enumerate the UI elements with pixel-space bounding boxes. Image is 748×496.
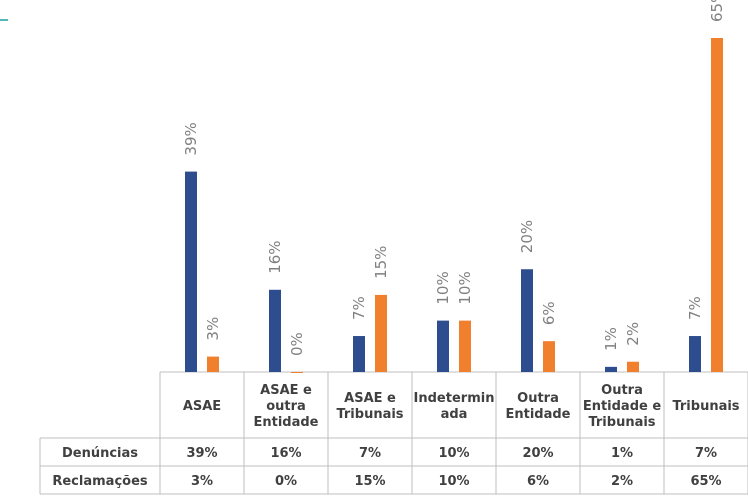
table-cell: 65% bbox=[690, 474, 721, 489]
table-cell: 7% bbox=[695, 446, 717, 461]
value-labels: 39%3%16%0%7%15%10% 10%20%6%1% 2%7%65% bbox=[182, 0, 726, 356]
series-name: Reclamações bbox=[52, 474, 148, 489]
bar-reclamacoes bbox=[711, 38, 723, 372]
value-label: 10% bbox=[456, 271, 474, 304]
value-label: 6% bbox=[540, 301, 558, 325]
bar-denuncias bbox=[437, 320, 449, 372]
category-label: Outra Entidade bbox=[505, 391, 570, 422]
value-label: 2% bbox=[624, 322, 642, 346]
category-label-line: Tribunais bbox=[672, 399, 739, 414]
bars bbox=[185, 38, 723, 373]
category-label: Outra Entidade e Tribunais bbox=[583, 383, 662, 430]
category-label-line: Tribunais bbox=[336, 407, 403, 422]
bar-reclamacoes bbox=[375, 294, 387, 372]
category-label-line: ada bbox=[441, 407, 468, 422]
table-cell: 6% bbox=[527, 474, 549, 489]
table-cell: 16% bbox=[270, 446, 301, 461]
category-label-line: Entidade e bbox=[583, 399, 662, 414]
category-label-line: Tribunais bbox=[588, 415, 655, 430]
value-label: 3% bbox=[204, 317, 222, 341]
value-label: 0% bbox=[288, 332, 306, 356]
bar-reclamacoes bbox=[543, 341, 555, 372]
table-cell: 0% bbox=[275, 474, 297, 489]
table-cell: 39% bbox=[186, 446, 217, 461]
category-label-line: Indetermin bbox=[414, 391, 495, 406]
table-cell: 15% bbox=[354, 474, 385, 489]
table-cell: 20% bbox=[522, 446, 553, 461]
data-table-grid bbox=[39, 371, 748, 495]
bar-denuncias bbox=[269, 289, 281, 372]
table-cell: 2% bbox=[611, 474, 633, 489]
value-label: 10% bbox=[434, 271, 452, 304]
value-label: 16% bbox=[266, 240, 284, 273]
category-label: ASAE e outra Entidade bbox=[253, 383, 318, 430]
table-cell: 3% bbox=[191, 474, 213, 489]
table-cell: 10% bbox=[438, 474, 469, 489]
table-cell: 10% bbox=[438, 446, 469, 461]
category-label-line: Outra bbox=[517, 391, 559, 406]
value-label: 7% bbox=[350, 296, 368, 320]
category-label: Indetermin ada bbox=[414, 391, 495, 422]
category-label-line: ASAE e bbox=[260, 383, 312, 398]
category-label-line: ASAE e bbox=[344, 391, 396, 406]
bar-denuncias bbox=[185, 171, 197, 372]
bar-reclamacoes bbox=[207, 356, 219, 372]
value-label: 65% bbox=[708, 0, 726, 22]
value-label: 7% bbox=[686, 296, 704, 320]
category-label: ASAE e Tribunais bbox=[336, 391, 403, 422]
category-label-line: Entidade bbox=[505, 407, 570, 422]
bar-denuncias bbox=[353, 336, 365, 372]
value-label: 39% bbox=[182, 122, 200, 155]
bar-denuncias bbox=[605, 366, 617, 372]
category-label-line: Outra bbox=[601, 383, 643, 398]
table-cell: 1% bbox=[611, 446, 633, 461]
data-table-rows: Denúncias 39% 16% 7% 10% 20% 1% 7% Reclamações 3%… bbox=[52, 446, 721, 489]
value-label: 1% bbox=[602, 327, 620, 351]
value-label: 20% bbox=[518, 220, 536, 253]
bar-denuncias bbox=[521, 269, 533, 372]
category-label-line: ASAE bbox=[183, 399, 221, 414]
category-label-line: outra bbox=[266, 399, 306, 414]
category-label-line: Entidade bbox=[253, 415, 318, 430]
bar-reclamacoes bbox=[459, 320, 471, 372]
bar-denuncias bbox=[689, 336, 701, 372]
value-label: 15% bbox=[372, 246, 390, 279]
bar-reclamacoes bbox=[627, 361, 639, 372]
category-label: ASAE bbox=[183, 399, 221, 414]
series-name: Denúncias bbox=[62, 446, 138, 461]
table-cell: 7% bbox=[359, 446, 381, 461]
bar-reclamacoes bbox=[291, 372, 303, 373]
category-label: Tribunais bbox=[672, 399, 739, 414]
